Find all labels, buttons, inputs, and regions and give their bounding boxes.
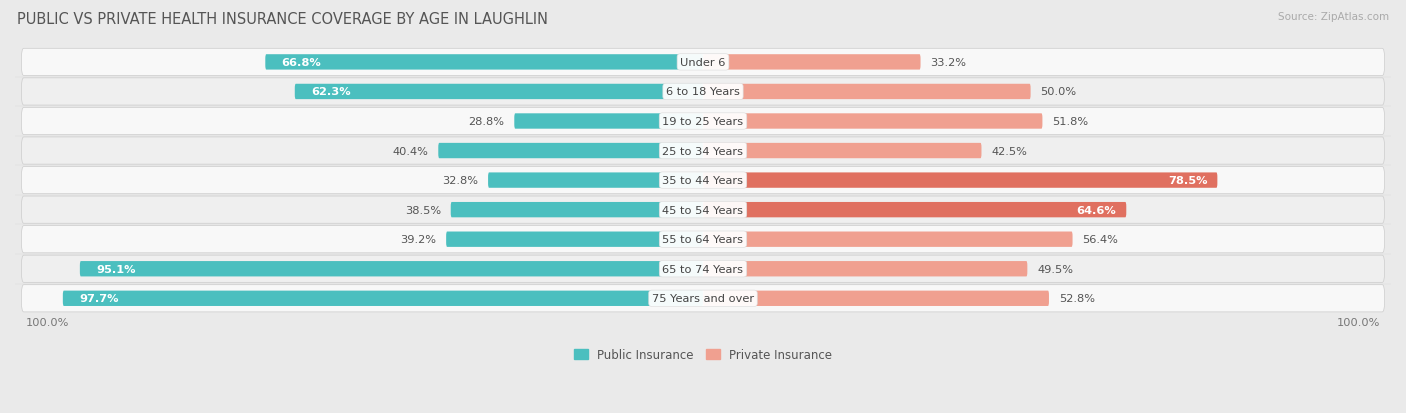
Legend: Public Insurance, Private Insurance: Public Insurance, Private Insurance bbox=[569, 343, 837, 366]
FancyBboxPatch shape bbox=[703, 114, 1042, 129]
Text: Source: ZipAtlas.com: Source: ZipAtlas.com bbox=[1278, 12, 1389, 22]
FancyBboxPatch shape bbox=[703, 143, 981, 159]
FancyBboxPatch shape bbox=[703, 55, 921, 70]
FancyBboxPatch shape bbox=[80, 261, 703, 277]
Text: 78.5%: 78.5% bbox=[1168, 176, 1208, 186]
Text: 6 to 18 Years: 6 to 18 Years bbox=[666, 87, 740, 97]
Text: PUBLIC VS PRIVATE HEALTH INSURANCE COVERAGE BY AGE IN LAUGHLIN: PUBLIC VS PRIVATE HEALTH INSURANCE COVER… bbox=[17, 12, 548, 27]
Text: 40.4%: 40.4% bbox=[392, 146, 429, 156]
FancyBboxPatch shape bbox=[266, 55, 703, 70]
FancyBboxPatch shape bbox=[21, 197, 1385, 224]
Text: 50.0%: 50.0% bbox=[1040, 87, 1077, 97]
Text: 97.7%: 97.7% bbox=[79, 294, 118, 304]
Text: 56.4%: 56.4% bbox=[1083, 235, 1118, 244]
FancyBboxPatch shape bbox=[21, 49, 1385, 76]
Text: 52.8%: 52.8% bbox=[1059, 294, 1095, 304]
Text: 38.5%: 38.5% bbox=[405, 205, 441, 215]
Text: 42.5%: 42.5% bbox=[991, 146, 1028, 156]
FancyBboxPatch shape bbox=[21, 226, 1385, 253]
Text: 95.1%: 95.1% bbox=[96, 264, 136, 274]
FancyBboxPatch shape bbox=[703, 232, 1073, 247]
Text: 35 to 44 Years: 35 to 44 Years bbox=[662, 176, 744, 186]
Text: 19 to 25 Years: 19 to 25 Years bbox=[662, 117, 744, 127]
FancyBboxPatch shape bbox=[295, 85, 703, 100]
FancyBboxPatch shape bbox=[21, 108, 1385, 135]
FancyBboxPatch shape bbox=[439, 143, 703, 159]
FancyBboxPatch shape bbox=[446, 232, 703, 247]
FancyBboxPatch shape bbox=[21, 256, 1385, 282]
FancyBboxPatch shape bbox=[703, 261, 1028, 277]
FancyBboxPatch shape bbox=[21, 78, 1385, 106]
Text: Under 6: Under 6 bbox=[681, 58, 725, 68]
FancyBboxPatch shape bbox=[703, 85, 1031, 100]
FancyBboxPatch shape bbox=[63, 291, 703, 306]
Text: 28.8%: 28.8% bbox=[468, 117, 505, 127]
FancyBboxPatch shape bbox=[515, 114, 703, 129]
Text: 39.2%: 39.2% bbox=[401, 235, 436, 244]
FancyBboxPatch shape bbox=[21, 285, 1385, 312]
Text: 49.5%: 49.5% bbox=[1038, 264, 1073, 274]
FancyBboxPatch shape bbox=[21, 138, 1385, 165]
Text: 55 to 64 Years: 55 to 64 Years bbox=[662, 235, 744, 244]
Text: 33.2%: 33.2% bbox=[931, 58, 966, 68]
Text: 25 to 34 Years: 25 to 34 Years bbox=[662, 146, 744, 156]
Text: 51.8%: 51.8% bbox=[1052, 117, 1088, 127]
FancyBboxPatch shape bbox=[703, 202, 1126, 218]
FancyBboxPatch shape bbox=[703, 173, 1218, 188]
Text: 32.8%: 32.8% bbox=[443, 176, 478, 186]
FancyBboxPatch shape bbox=[488, 173, 703, 188]
FancyBboxPatch shape bbox=[703, 291, 1049, 306]
Text: 45 to 54 Years: 45 to 54 Years bbox=[662, 205, 744, 215]
Text: 66.8%: 66.8% bbox=[281, 58, 322, 68]
Text: 62.3%: 62.3% bbox=[311, 87, 350, 97]
Text: 65 to 74 Years: 65 to 74 Years bbox=[662, 264, 744, 274]
FancyBboxPatch shape bbox=[21, 167, 1385, 194]
FancyBboxPatch shape bbox=[451, 202, 703, 218]
Text: 64.6%: 64.6% bbox=[1077, 205, 1116, 215]
Text: 75 Years and over: 75 Years and over bbox=[652, 294, 754, 304]
